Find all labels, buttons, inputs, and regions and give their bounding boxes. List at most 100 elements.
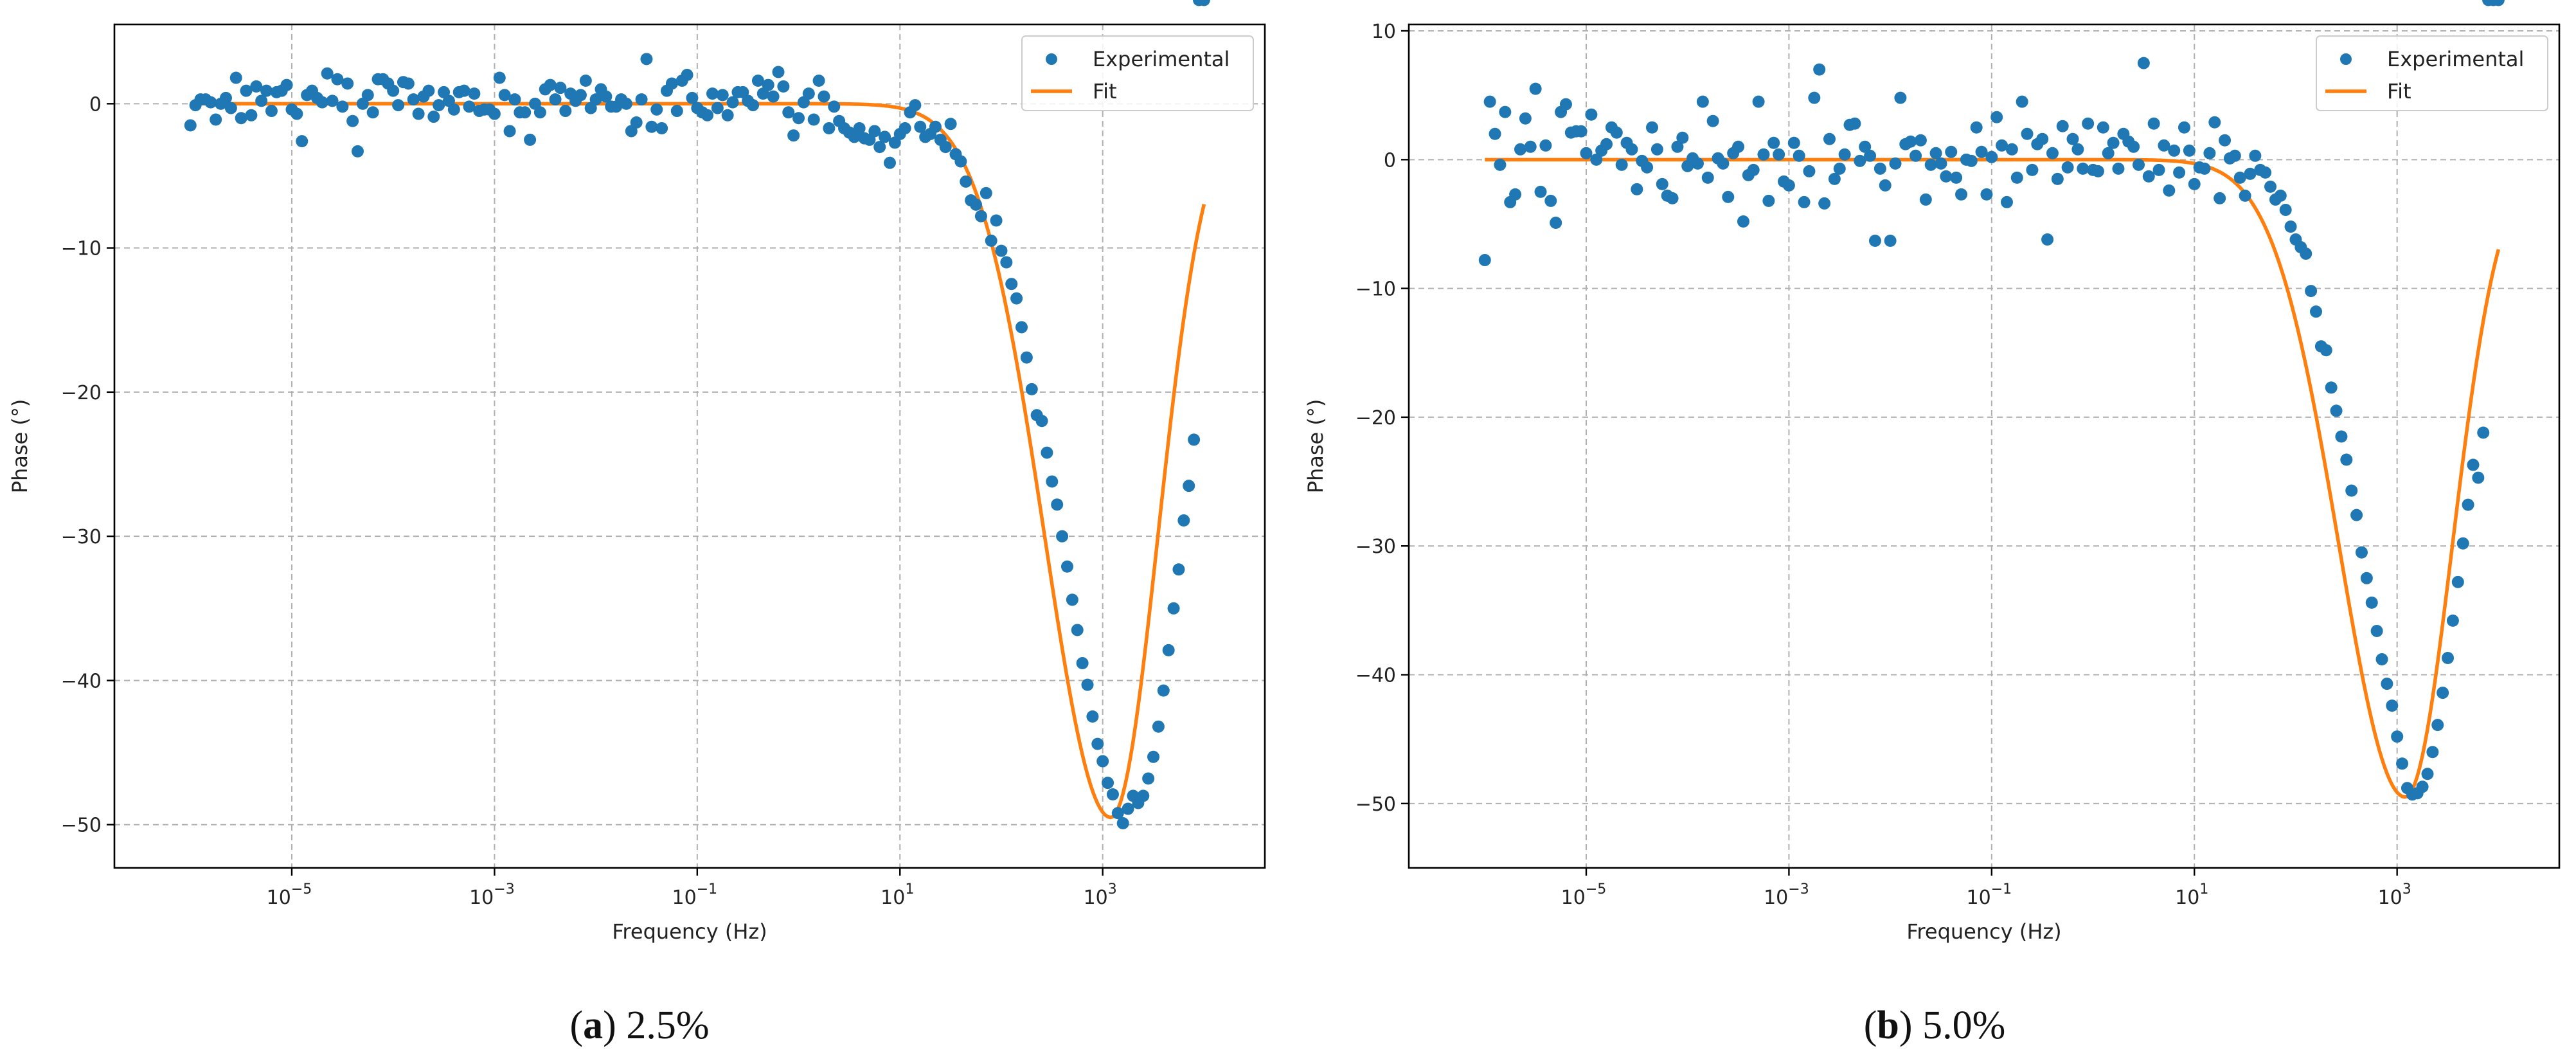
experimental-point [665, 77, 678, 90]
experimental-point [1157, 684, 1170, 697]
experimental-point [427, 111, 440, 123]
experimental-point [331, 73, 344, 86]
experimental-point [1494, 158, 1507, 171]
experimental-point [412, 107, 425, 120]
experimental-point [1142, 772, 1155, 785]
experimental-point [929, 120, 942, 133]
experimental-point [1641, 161, 1654, 174]
panel-a-caption: (a) 2.5% [570, 1004, 710, 1047]
experimental-point [2391, 730, 2404, 743]
experimental-point [1919, 193, 1932, 206]
experimental-point [2437, 687, 2449, 699]
experimental-point [2264, 180, 2277, 193]
experimental-point [1823, 132, 1836, 145]
experimental-point [620, 97, 632, 110]
experimental-point [1060, 560, 1073, 573]
experimental-point [681, 69, 693, 81]
experimental-point [2416, 780, 2429, 793]
y-tick-label: −50 [1355, 793, 1396, 816]
experimental-point [224, 102, 237, 114]
experimental-point [1116, 816, 1129, 829]
experimental-point [1590, 153, 1603, 166]
experimental-point [1056, 530, 1069, 543]
experimental-point [1666, 192, 1679, 204]
experimental-point [2127, 140, 2140, 153]
experimental-point [828, 100, 841, 113]
experimental-point [1696, 95, 1709, 108]
experimental-point [1803, 165, 1816, 177]
experimental-point [1111, 807, 1124, 820]
experimental-point [1580, 147, 1593, 159]
experimental-point [1137, 789, 1150, 802]
experimental-point [1172, 563, 1185, 576]
experimental-point [493, 71, 506, 84]
x-tick-label: 10−3 [1764, 881, 1809, 909]
experimental-point [2000, 195, 2013, 208]
experimental-point [1600, 138, 1613, 150]
experimental-point [706, 87, 719, 100]
experimental-point [346, 114, 359, 127]
y-tick-label: −30 [1355, 536, 1396, 558]
experimental-point [2320, 344, 2332, 357]
x-tick-label: 101 [2175, 881, 2208, 909]
experimental-point [1000, 256, 1013, 269]
experimental-point [2284, 220, 2297, 233]
experimental-point [1737, 215, 1749, 228]
experimental-point [2350, 509, 2363, 521]
experimental-point [807, 113, 820, 126]
x-tick-exponent: −3 [494, 881, 514, 897]
panel-b-legend-label-experimental: Experimental [2387, 47, 2524, 71]
panel-b-grid [1409, 24, 2559, 868]
experimental-point [2178, 121, 2190, 134]
experimental-point [1076, 657, 1089, 670]
experimental-point [260, 84, 273, 97]
experimental-point [726, 96, 739, 109]
experimental-point [589, 93, 602, 106]
experimental-point [2239, 189, 2251, 202]
y-tick-label: 0 [1384, 149, 1396, 172]
experimental-point [1051, 498, 1064, 511]
experimental-point [1656, 177, 1668, 190]
experimental-point [2173, 166, 2186, 179]
experimental-point [1122, 802, 1134, 815]
experimental-point [1524, 140, 1537, 153]
experimental-point [1676, 131, 1689, 144]
experimental-point [1706, 114, 1719, 127]
experimental-point [2163, 184, 2176, 197]
experimental-point [296, 135, 309, 148]
experimental-point [914, 120, 927, 133]
experimental-point [777, 80, 790, 93]
experimental-point [2355, 546, 2368, 559]
experimental-point [1102, 777, 1114, 789]
experimental-point [361, 89, 374, 102]
experimental-point [1671, 140, 1684, 153]
experimental-point [352, 145, 364, 158]
x-tick-label: 10−1 [672, 881, 718, 909]
experimental-point [2021, 127, 2034, 140]
experimental-point [2446, 614, 2459, 627]
x-tick-label: 101 [881, 881, 914, 909]
experimental-point [772, 66, 785, 78]
experimental-point [1509, 188, 1522, 201]
experimental-point [1722, 190, 1735, 203]
x-tick-exponent: −3 [1788, 881, 1809, 897]
experimental-point [574, 89, 587, 102]
experimental-point [686, 91, 699, 104]
x-tick-exponent: −1 [697, 881, 717, 897]
experimental-point [2396, 757, 2409, 770]
y-tick-label: −40 [61, 670, 102, 692]
experimental-point [1838, 148, 1851, 161]
experimental-point [995, 244, 1008, 257]
experimental-point [1631, 183, 1643, 195]
experimental-point [970, 198, 983, 211]
experimental-point [1025, 383, 1038, 395]
experimental-point [2066, 132, 2079, 145]
experimental-point [1529, 82, 1542, 95]
experimental-point [1177, 514, 1190, 527]
experimental-point [1717, 157, 1730, 170]
experimental-point [1701, 171, 1714, 184]
experimental-point [899, 122, 911, 134]
panel-b-caption-letter: b [1877, 1004, 1899, 1047]
experimental-point [422, 84, 435, 97]
panel-a-caption-value: 2.5% [626, 1004, 709, 1047]
